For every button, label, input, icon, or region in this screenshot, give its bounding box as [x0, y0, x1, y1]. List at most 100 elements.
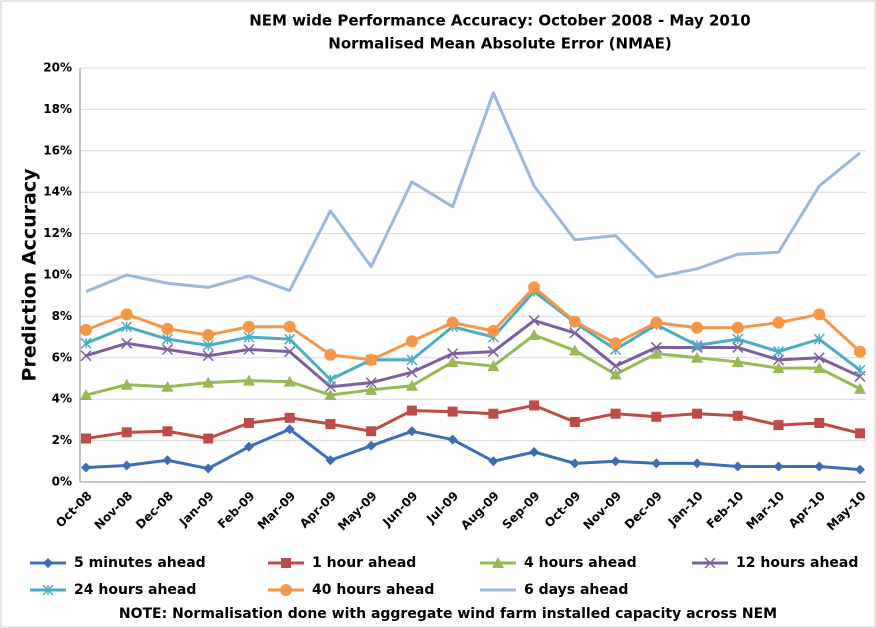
- marker: [121, 337, 133, 349]
- legend-label: 40 hours ahead: [312, 582, 434, 598]
- marker: [284, 333, 296, 345]
- marker: [328, 209, 332, 213]
- marker: [125, 273, 129, 277]
- marker: [366, 426, 377, 437]
- legend-label: 12 hours ahead: [736, 555, 858, 571]
- marker: [280, 584, 292, 596]
- marker: [651, 411, 662, 422]
- marker: [161, 333, 174, 345]
- marker: [691, 321, 704, 334]
- marker: [610, 408, 621, 419]
- marker: [772, 316, 785, 329]
- marker: [447, 434, 458, 445]
- marker: [813, 362, 826, 374]
- marker: [242, 320, 255, 333]
- marker: [529, 446, 540, 457]
- marker: [121, 427, 132, 438]
- marker: [528, 281, 541, 294]
- marker: [120, 308, 133, 321]
- marker: [854, 345, 866, 358]
- marker: [854, 364, 866, 376]
- marker: [203, 433, 214, 444]
- marker: [731, 355, 744, 367]
- marker: [487, 324, 500, 337]
- marker: [161, 322, 174, 335]
- y-axis-label: Prediction Accuracy: [19, 168, 41, 382]
- marker: [202, 339, 214, 351]
- marker: [406, 366, 418, 378]
- marker: [369, 265, 373, 269]
- marker: [324, 374, 336, 386]
- marker: [324, 389, 337, 401]
- series-line: [85, 285, 862, 362]
- marker: [284, 412, 295, 423]
- marker: [813, 308, 826, 321]
- marker: [446, 316, 459, 329]
- marker: [284, 424, 295, 435]
- y-tick-label: 14%: [43, 185, 72, 199]
- marker: [80, 337, 92, 349]
- marker: [817, 184, 821, 188]
- marker: [777, 250, 781, 254]
- marker: [650, 347, 663, 359]
- marker: [325, 455, 336, 466]
- marker: [406, 426, 417, 437]
- marker: [610, 360, 622, 372]
- marker: [492, 557, 504, 568]
- legend-label: 5 minutes ahead: [74, 555, 206, 571]
- marker: [610, 456, 621, 467]
- marker: [569, 458, 580, 469]
- marker: [121, 460, 132, 471]
- marker: [532, 184, 536, 188]
- marker: [772, 362, 785, 374]
- marker: [202, 376, 215, 388]
- y-tick-label: 18%: [43, 102, 72, 116]
- marker: [695, 267, 699, 271]
- marker: [813, 352, 825, 364]
- series-line: [85, 403, 861, 441]
- marker: [247, 274, 251, 278]
- y-tick-label: 6%: [52, 350, 72, 364]
- chart-subtitle: Normalised Mean Absolute Error (NMAE): [328, 35, 671, 53]
- marker: [732, 410, 743, 421]
- marker: [162, 426, 173, 437]
- y-tick-label: 8%: [52, 309, 72, 323]
- marker: [366, 440, 377, 451]
- y-tick-label: 20%: [43, 61, 72, 75]
- marker: [447, 406, 458, 417]
- marker: [488, 408, 499, 419]
- marker: [288, 289, 292, 293]
- marker: [568, 315, 581, 328]
- marker: [614, 234, 618, 238]
- marker: [283, 320, 296, 333]
- marker: [773, 461, 784, 472]
- marker: [814, 461, 825, 472]
- marker: [446, 355, 459, 367]
- series-line: [85, 290, 861, 382]
- marker: [855, 428, 865, 439]
- marker: [568, 344, 581, 356]
- y-tick-label: 2%: [52, 433, 72, 447]
- marker: [569, 416, 580, 427]
- marker: [855, 464, 865, 475]
- marker: [651, 458, 662, 469]
- series-line: [85, 427, 861, 472]
- y-tick-label: 12%: [43, 226, 72, 240]
- marker: [650, 341, 662, 353]
- marker: [654, 275, 658, 279]
- y-tick-label: 16%: [43, 143, 72, 157]
- marker: [732, 333, 744, 345]
- marker: [814, 418, 825, 429]
- marker: [365, 377, 377, 389]
- marker: [81, 462, 91, 473]
- marker: [487, 360, 500, 372]
- y-tick-label: 0%: [52, 475, 72, 489]
- marker: [406, 354, 418, 366]
- marker: [451, 205, 455, 209]
- marker: [242, 374, 255, 386]
- marker: [692, 458, 703, 469]
- marker: [283, 375, 296, 387]
- marker: [206, 285, 210, 289]
- marker: [491, 91, 495, 95]
